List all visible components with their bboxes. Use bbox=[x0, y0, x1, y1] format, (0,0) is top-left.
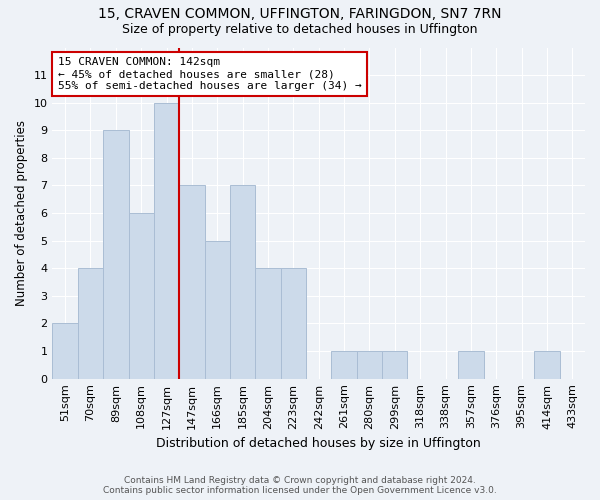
Bar bbox=[205, 240, 230, 378]
Bar bbox=[78, 268, 103, 378]
Bar bbox=[357, 351, 382, 378]
Bar bbox=[382, 351, 407, 378]
Bar bbox=[331, 351, 357, 378]
Bar bbox=[128, 213, 154, 378]
Bar bbox=[179, 186, 205, 378]
Bar bbox=[256, 268, 281, 378]
Bar bbox=[458, 351, 484, 378]
Text: 15, CRAVEN COMMON, UFFINGTON, FARINGDON, SN7 7RN: 15, CRAVEN COMMON, UFFINGTON, FARINGDON,… bbox=[98, 8, 502, 22]
Bar bbox=[154, 102, 179, 378]
Bar bbox=[230, 186, 256, 378]
X-axis label: Distribution of detached houses by size in Uffington: Distribution of detached houses by size … bbox=[157, 437, 481, 450]
Bar bbox=[534, 351, 560, 378]
Text: Size of property relative to detached houses in Uffington: Size of property relative to detached ho… bbox=[122, 22, 478, 36]
Y-axis label: Number of detached properties: Number of detached properties bbox=[15, 120, 28, 306]
Bar bbox=[52, 324, 78, 378]
Bar bbox=[103, 130, 128, 378]
Text: Contains HM Land Registry data © Crown copyright and database right 2024.
Contai: Contains HM Land Registry data © Crown c… bbox=[103, 476, 497, 495]
Bar bbox=[281, 268, 306, 378]
Text: 15 CRAVEN COMMON: 142sqm
← 45% of detached houses are smaller (28)
55% of semi-d: 15 CRAVEN COMMON: 142sqm ← 45% of detach… bbox=[58, 58, 361, 90]
